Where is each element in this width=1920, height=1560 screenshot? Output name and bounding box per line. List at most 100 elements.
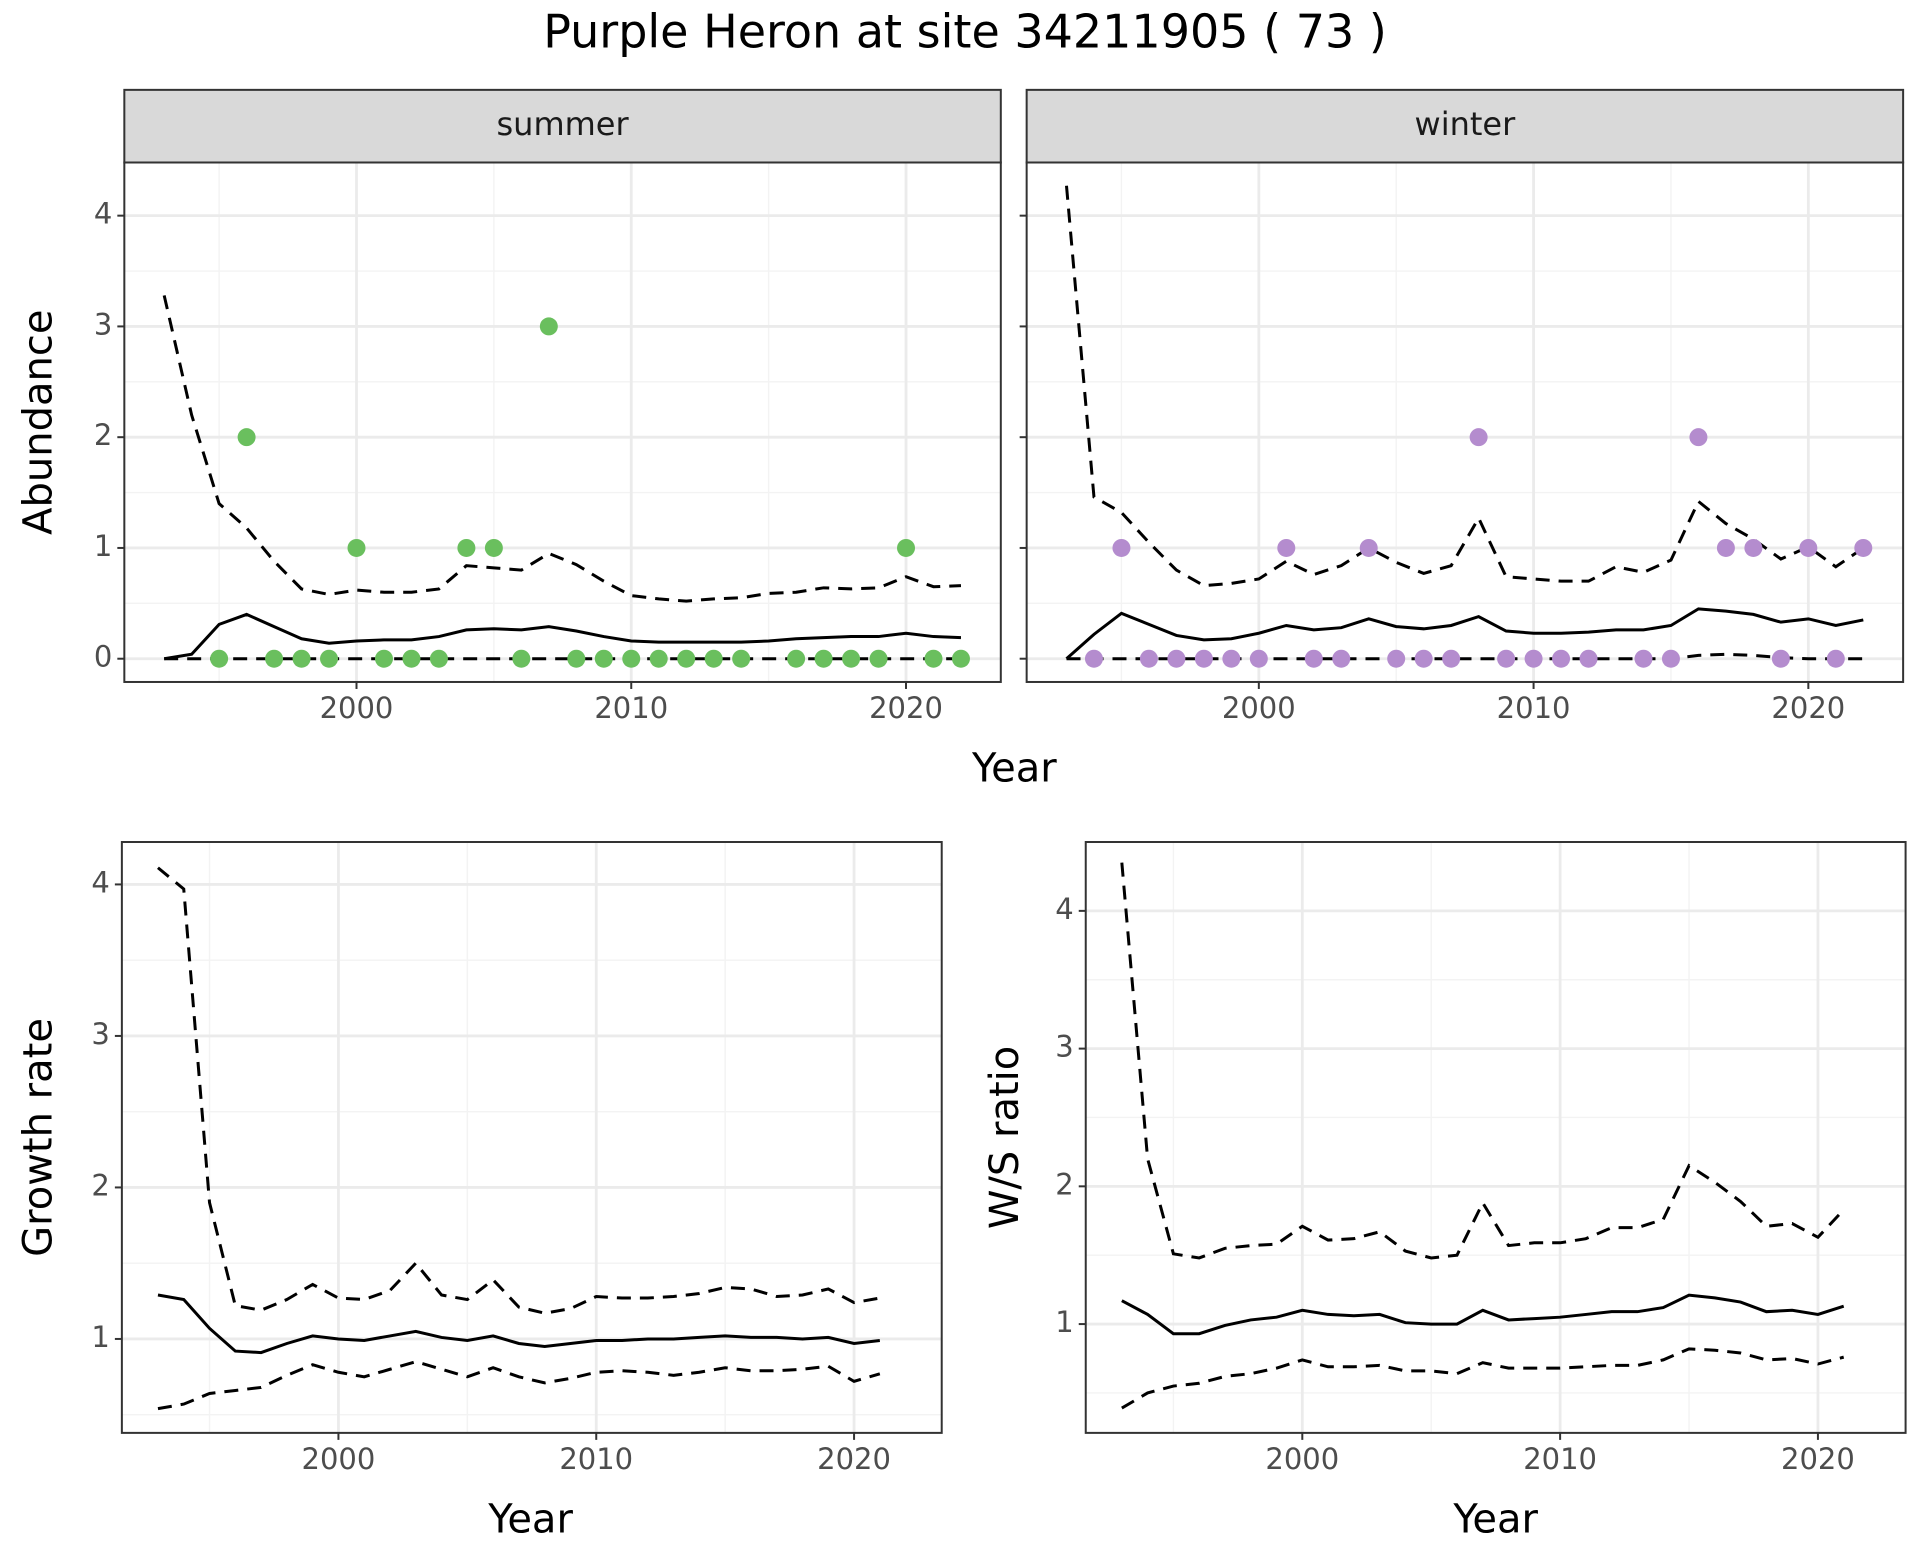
x-tick-label: 2010 (594, 691, 668, 725)
observation-point (265, 649, 284, 668)
x-tick-label: 2020 (1771, 691, 1845, 725)
facet-label: summer (496, 105, 629, 143)
observation-point (1826, 649, 1845, 668)
observation-point (210, 649, 229, 668)
x-axis-title: Year (971, 746, 1057, 792)
series-line (1121, 1347, 1845, 1410)
x-tick-label: 2000 (1222, 691, 1296, 725)
observation-point (402, 649, 421, 668)
x-tick-label: 2020 (869, 691, 943, 725)
observation-point (1579, 649, 1598, 668)
observation-point (1497, 649, 1516, 668)
observation-point (1854, 538, 1873, 557)
y-tick-label: 1 (94, 529, 112, 563)
figure-title: Purple Heron at site 34211905 ( 73 ) (543, 5, 1387, 59)
observation-point (1442, 649, 1461, 668)
observation-point (539, 317, 558, 336)
y-tick-label: 0 (94, 640, 112, 674)
y-tick-label: 2 (91, 1168, 109, 1202)
y-tick-label: 3 (1055, 1030, 1073, 1064)
x-tick-label: 2000 (320, 691, 394, 725)
y-tick-label: 3 (91, 1017, 109, 1051)
y-tick-label: 1 (1055, 1305, 1073, 1339)
observation-point (1716, 538, 1735, 557)
series-line (157, 1293, 881, 1355)
observation-point (1194, 649, 1213, 668)
y-axis-title: Growth rate (16, 1018, 62, 1257)
panel-background (121, 842, 942, 1433)
observation-point (814, 649, 833, 668)
x-tick-label: 2020 (817, 1442, 891, 1476)
y-tick-label: 1 (91, 1320, 109, 1354)
observation-point (1112, 538, 1131, 557)
y-tick-label: 4 (1055, 892, 1073, 926)
y-tick-label: 4 (91, 865, 109, 899)
series-line (157, 866, 881, 1315)
facet-strip (1025, 88, 1905, 164)
observation-point (1552, 649, 1571, 668)
panel-background (1026, 162, 1904, 682)
series-line (1066, 652, 1864, 661)
observation-point (622, 649, 641, 668)
observation-point (1084, 649, 1103, 668)
observation-point (1167, 649, 1186, 668)
y-axis-title: W/S ratio (982, 1046, 1028, 1229)
observation-point (842, 649, 861, 668)
observation-point (649, 649, 668, 668)
observation-point (1304, 649, 1323, 668)
observation-point (292, 649, 311, 668)
observation-point (594, 649, 613, 668)
series-line (1120, 862, 1845, 1260)
observation-point (1359, 538, 1378, 557)
observation-point (457, 538, 476, 557)
observation-point (1799, 538, 1818, 557)
series-line (162, 295, 962, 603)
series-line (1064, 185, 1865, 588)
x-tick-label: 2000 (302, 1442, 376, 1476)
observation-point (869, 649, 888, 668)
observation-point (512, 649, 531, 668)
observation-point (374, 649, 393, 668)
x-tick-label: 2010 (559, 1442, 633, 1476)
x-axis-title: Year (1452, 1497, 1538, 1543)
panel-border (1084, 841, 1907, 1434)
x-tick-label: 2020 (1781, 1442, 1855, 1476)
series-line (1121, 1293, 1845, 1336)
observation-point (677, 649, 696, 668)
observation-point (1414, 649, 1433, 668)
observation-point (237, 428, 256, 447)
observation-point (951, 649, 970, 668)
facet-strip (123, 88, 1002, 164)
y-tick-label: 3 (94, 307, 112, 341)
observation-point (1139, 649, 1158, 668)
observation-point (1277, 538, 1296, 557)
observation-point (732, 649, 751, 668)
x-tick-label: 2010 (1523, 1442, 1597, 1476)
x-tick-label: 2000 (1265, 1442, 1339, 1476)
y-tick-label: 2 (1055, 1167, 1073, 1201)
observation-point (1387, 649, 1406, 668)
observation-point (320, 649, 339, 668)
y-tick-label: 4 (94, 197, 112, 231)
observation-point (429, 649, 448, 668)
observation-point (1249, 649, 1268, 668)
panel-border (120, 841, 943, 1434)
observation-point (1689, 428, 1708, 447)
y-axis-title: Abundance (16, 310, 62, 535)
panel-background (1085, 842, 1906, 1433)
series-line (157, 1360, 881, 1411)
observation-point (347, 538, 366, 557)
observation-point (1744, 538, 1763, 557)
observation-point (897, 538, 916, 557)
observation-point (1469, 428, 1488, 447)
x-axis-title: Year (487, 1497, 573, 1543)
observation-point (704, 649, 723, 668)
observation-point (1771, 649, 1790, 668)
observation-point (924, 649, 943, 668)
observation-point (787, 649, 806, 668)
observation-point (1524, 649, 1543, 668)
observation-point (1332, 649, 1351, 668)
observation-point (1634, 649, 1653, 668)
observation-point (567, 649, 586, 668)
